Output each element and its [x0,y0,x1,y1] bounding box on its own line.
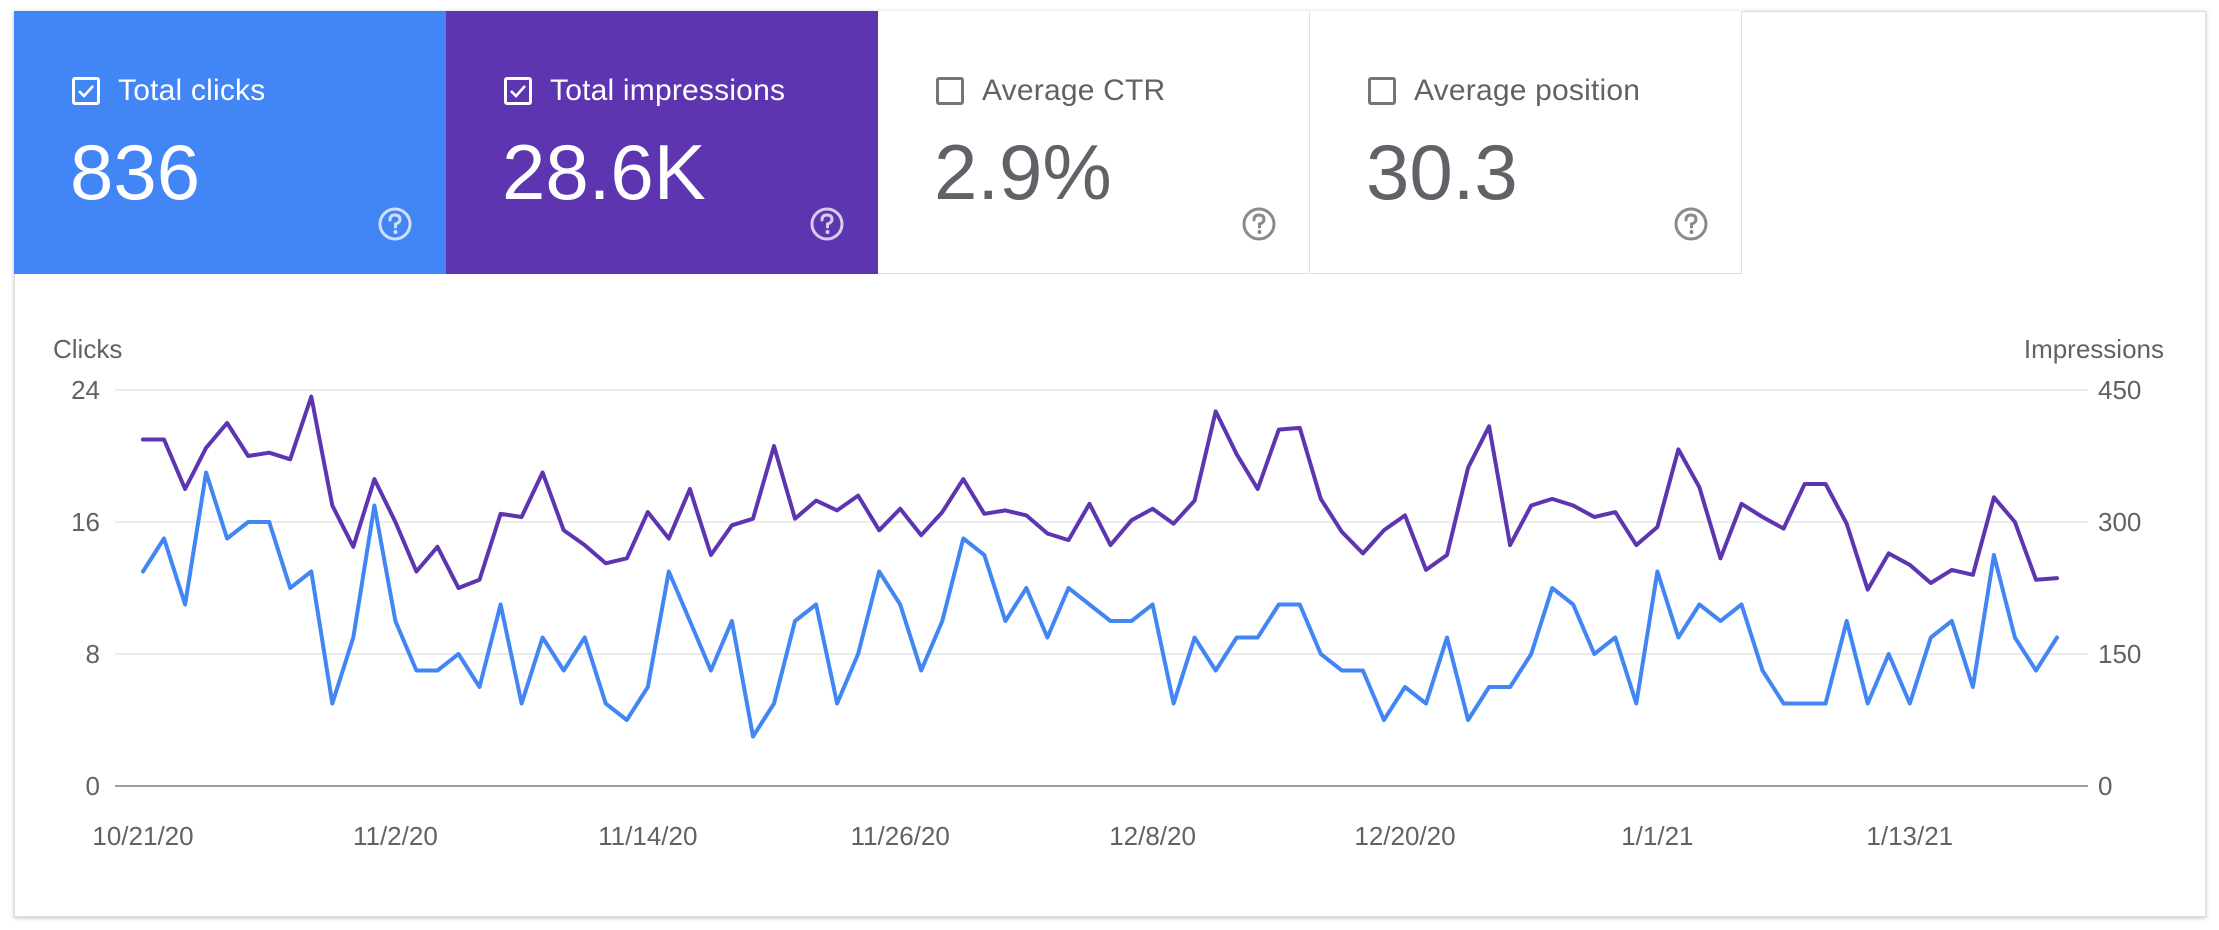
x-tick-label: 12/8/20 [1109,821,1196,851]
checkbox-icon[interactable] [1368,77,1396,105]
left-tick-label: 24 [71,375,100,405]
left-tick-label: 8 [86,639,100,669]
x-tick-label: 1/13/21 [1866,821,1953,851]
x-tick-label: 11/26/20 [851,821,950,851]
series-line-total-impressions [141,394,2059,592]
metric-card-total-clicks[interactable]: Total clicks 836 [14,11,446,274]
right-tick-label: 300 [2098,507,2141,537]
series-line-total-clicks [141,470,2059,739]
left-tick-label: 16 [71,507,100,537]
left-axis-label: Clicks [53,334,122,364]
right-tick-label: 0 [2098,771,2112,801]
metric-card-average-ctr[interactable]: Average CTR 2.9% [878,11,1310,274]
help-circle-icon[interactable] [809,206,845,242]
x-tick-label: 1/1/21 [1621,821,1693,851]
metric-value: 836 [70,128,201,216]
help-circle-icon[interactable] [1673,206,1709,242]
checkbox-icon[interactable] [936,77,964,105]
metric-value: 30.3 [1366,128,1518,216]
checkbox-icon[interactable] [504,77,532,105]
x-tick-label: 11/14/20 [598,821,697,851]
right-tick-label: 450 [2098,375,2141,405]
help-circle-icon[interactable] [377,206,413,242]
metric-card-average-position[interactable]: Average position 30.3 [1310,11,1742,274]
x-tick-label: 10/21/20 [92,821,193,851]
left-tick-label: 0 [86,771,100,801]
metric-value: 28.6K [502,128,706,216]
help-circle-icon[interactable] [1241,206,1277,242]
metric-label: Average position [1414,74,1641,107]
right-axis-label: Impressions [2024,334,2164,364]
x-tick-label: 11/2/20 [353,821,438,851]
checkbox-icon[interactable] [72,77,100,105]
metric-label: Total clicks [118,74,266,107]
right-tick-label: 150 [2098,639,2141,669]
metric-value: 2.9% [934,128,1112,216]
x-tick-label: 12/20/20 [1354,821,1455,851]
metric-label: Total impressions [550,74,786,107]
metric-label: Average CTR [982,74,1166,107]
metric-card-total-impressions[interactable]: Total impressions 28.6K [446,11,878,274]
